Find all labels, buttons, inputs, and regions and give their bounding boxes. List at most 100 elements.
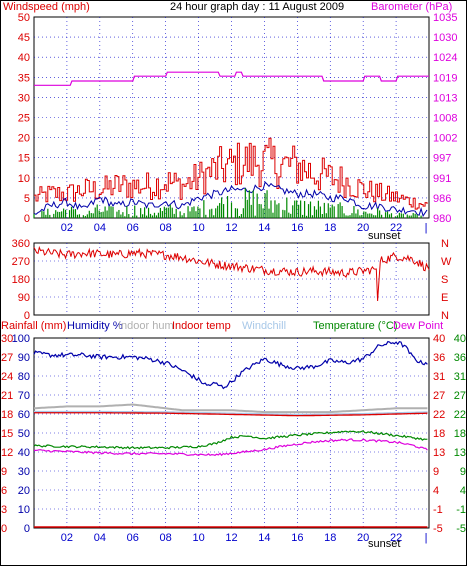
direction-tick-label: 0	[24, 310, 30, 322]
dew-point-line	[33, 438, 428, 457]
compass-tick-label: E	[441, 292, 448, 304]
wind-direction-line	[33, 245, 430, 302]
windspeed-tick-label: 35	[18, 72, 30, 84]
legend-humidity: Humidity %	[67, 320, 123, 332]
x-tick-label: 14	[258, 222, 270, 234]
x-tick-end-label: |	[425, 532, 428, 544]
temp-tick-label-outer: 27	[454, 390, 466, 402]
barometer-tick-label: 1019	[433, 72, 457, 84]
x-tick-label: 20	[357, 532, 369, 544]
temp-tick-label-inner: -5	[433, 523, 443, 535]
temp-tick-label-outer: 9	[460, 466, 466, 478]
barometer-tick-label: 1024	[433, 52, 457, 64]
windspeed-tick-label: 15	[18, 153, 30, 165]
direction-tick-label: 180	[12, 274, 30, 286]
humidity-tick-label: 40	[18, 447, 30, 459]
windspeed-tick-label: 0	[24, 213, 30, 225]
x-tick-label: 08	[160, 222, 172, 234]
legend-indoor-temp: Indoor temp	[172, 320, 231, 332]
legend-dew-point: Dew Point	[393, 320, 443, 332]
barometer-tick-label: 991	[433, 173, 451, 185]
compass-tick-label: N	[441, 310, 449, 322]
humidity-tick-label: 0	[24, 523, 30, 535]
windchill-line	[34, 410, 428, 415]
temp-tick-label-outer: -5	[456, 523, 466, 535]
temperature-line	[33, 430, 428, 450]
temp-tick-label-inner: 13	[433, 447, 445, 459]
barometer-tick-label: 1035	[433, 12, 457, 24]
barometer-axis-label: Barometer (hPa)	[371, 1, 452, 13]
humidity-tick-label: 10	[18, 504, 30, 516]
x-tick-label: 22	[390, 222, 402, 234]
temp-tick-label-inner: 40	[433, 333, 445, 345]
x-tick-label: 12	[225, 532, 237, 544]
x-tick-label: 02	[61, 222, 73, 234]
humidity-tick-label: 50	[18, 428, 30, 440]
x-tick-label: 20	[357, 222, 369, 234]
legend-indoor-hum: Indoor hum	[118, 320, 174, 332]
rain-tick-label: 18	[1, 409, 13, 421]
compass-tick-label: S	[441, 274, 448, 286]
wind-average-line	[33, 181, 428, 218]
rain-tick-label: 0	[1, 523, 7, 535]
sunset-label-bottom: sunset	[368, 538, 400, 550]
temp-tick-label-outer: -1	[456, 504, 466, 516]
rain-tick-label: 24	[1, 371, 13, 383]
humidity-tick-label: 90	[18, 352, 30, 364]
windspeed-tick-label: 50	[18, 12, 30, 24]
legend-temperature: Temperature (°C)	[313, 320, 397, 332]
humidity-tick-label: 60	[18, 409, 30, 421]
x-tick-label: 18	[324, 222, 336, 234]
rain-tick-label: 27	[1, 352, 13, 364]
x-tick-label: 16	[291, 222, 303, 234]
legend-windchill: Windchill	[242, 320, 286, 332]
barometer-tick-label: 1030	[433, 32, 457, 44]
indoor-temp-line	[34, 411, 428, 417]
direction-tick-label: 90	[18, 292, 30, 304]
humidity-tick-label: 70	[18, 390, 30, 402]
x-tick-label: 18	[324, 532, 336, 544]
x-tick-label: 08	[160, 532, 172, 544]
rain-tick-label: 9	[1, 466, 7, 478]
temp-tick-label-outer: 18	[454, 428, 466, 440]
compass-tick-label: W	[441, 256, 452, 268]
rain-tick-label: 12	[1, 447, 13, 459]
temp-tick-label-inner: 18	[433, 428, 445, 440]
temp-tick-label-outer: 36	[454, 352, 466, 364]
rain-tick-label: 3	[1, 504, 7, 516]
x-tick-label: 10	[192, 532, 204, 544]
windspeed-tick-label: 30	[18, 92, 30, 104]
x-tick-label: 16	[291, 532, 303, 544]
humidity-tick-label: 100	[12, 333, 30, 345]
temp-tick-label-inner: 31	[433, 371, 445, 383]
temp-tick-label-inner: 4	[433, 485, 439, 497]
compass-tick-label: N	[441, 238, 449, 250]
barometer-tick-label: 1008	[433, 113, 457, 125]
x-tick-label: 10	[192, 222, 204, 234]
temp-tick-label-outer: 31	[454, 371, 466, 383]
barometer-line	[34, 71, 429, 86]
x-tick-label: 22	[390, 532, 402, 544]
barometer-tick-label: 980	[433, 213, 451, 225]
x-tick-label: 12	[225, 222, 237, 234]
humidity-tick-label: 80	[18, 371, 30, 383]
windspeed-tick-label: 10	[18, 173, 30, 185]
legend-rainfall: Rainfall (mm)	[1, 320, 66, 332]
barometer-tick-label: 1013	[433, 92, 457, 104]
temp-tick-label-inner: 9	[433, 466, 439, 478]
x-tick-label: 14	[258, 532, 270, 544]
direction-tick-label: 360	[12, 238, 30, 250]
humidity-tick-label: 20	[18, 485, 30, 497]
temp-tick-label-outer: 22	[454, 409, 466, 421]
windspeed-tick-label: 40	[18, 52, 30, 64]
legend-row: Rainfall (mm) Humidity % Indoor hum Indo…	[1, 320, 443, 332]
temp-tick-label-inner: -1	[433, 504, 443, 516]
temp-tick-label-inner: 36	[433, 352, 445, 364]
temp-tick-label-outer: 4	[460, 485, 466, 497]
windspeed-axis-label: Windspeed (mph)	[3, 1, 90, 13]
windspeed-tick-label: 20	[18, 133, 30, 145]
